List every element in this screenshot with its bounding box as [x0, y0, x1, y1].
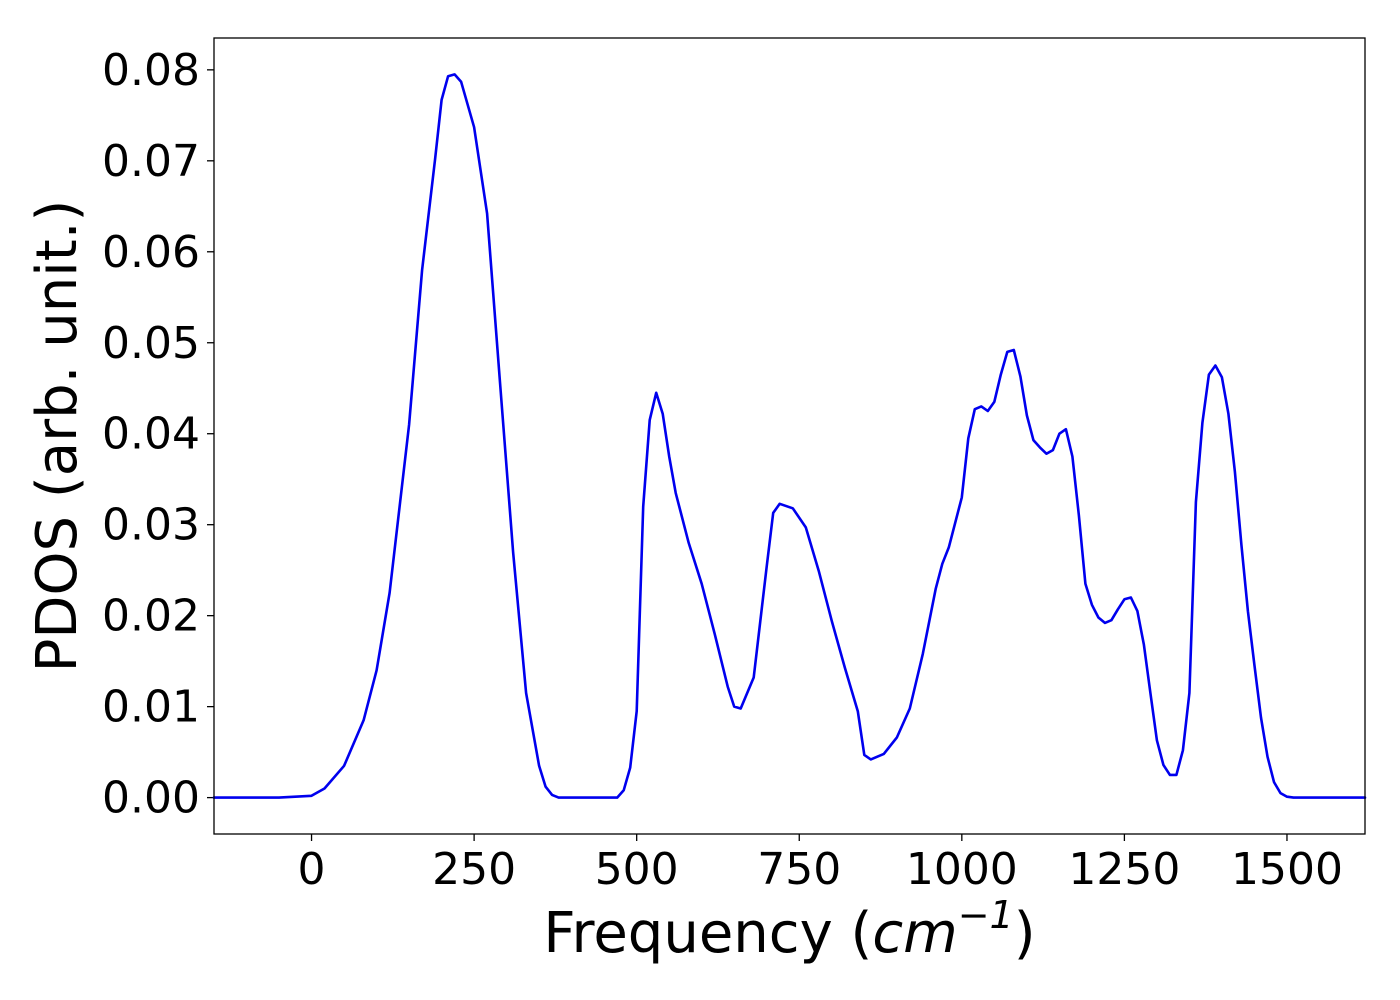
y-tick-label: 0.02 [102, 591, 200, 642]
x-tick-label: 1000 [906, 844, 1018, 895]
y-tick-label: 0.06 [102, 227, 200, 278]
y-tick-label: 0.00 [102, 773, 200, 824]
x-tick-label: 250 [432, 844, 516, 895]
x-axis-title-prefix: Frequency ( [543, 901, 872, 966]
x-axis-title-suffix: ) [1014, 901, 1036, 966]
x-axis-ticks: 0 250 500 750 1000 1250 1500 [298, 834, 1343, 895]
y-axis-title: PDOS (arb. unit.) [25, 200, 90, 673]
x-axis-title-exponent: −1 [958, 893, 1014, 937]
y-axis-ticks: 0.00 0.01 0.02 0.03 0.04 0.05 0.06 0.07 0.08 [102, 45, 214, 824]
y-tick-label: 0.03 [102, 500, 200, 551]
y-tick-label: 0.04 [102, 409, 200, 460]
pdos-series-line [212, 73, 1367, 799]
y-tick-label: 0.08 [102, 45, 200, 96]
x-tick-label: 500 [595, 844, 679, 895]
x-axis-title-unit: cm [872, 901, 957, 966]
x-tick-label: 1500 [1231, 844, 1343, 895]
y-tick-label: 0.07 [102, 136, 200, 187]
series-layer [212, 73, 1367, 799]
x-tick-label: 1250 [1068, 844, 1180, 895]
y-tick-label: 0.05 [102, 318, 200, 369]
y-tick-label: 0.01 [102, 682, 200, 733]
x-axis-title: Frequency (cm−1) [543, 893, 1035, 966]
plot-area-frame [213, 37, 1366, 835]
x-tick-label: 750 [757, 844, 841, 895]
x-tick-label: 0 [298, 844, 326, 895]
